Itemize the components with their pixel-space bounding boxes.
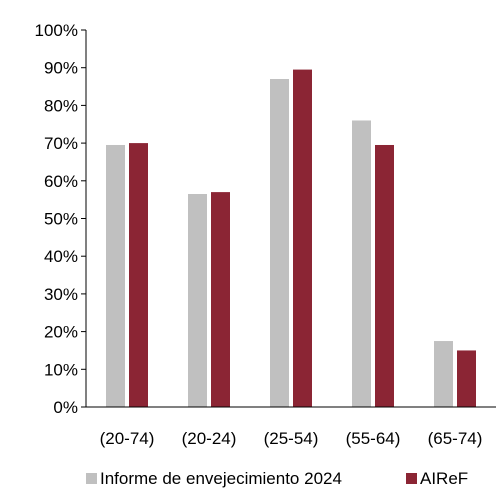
bar-informe [352, 120, 371, 407]
bar-informe [434, 341, 453, 407]
y-tick-label: 10% [44, 360, 78, 379]
x-category-label: (20-74) [100, 429, 155, 448]
y-tick-label: 0% [53, 398, 78, 417]
x-category-label: (25-54) [264, 429, 319, 448]
bar-airef [457, 350, 476, 407]
y-tick-label: 50% [44, 210, 78, 229]
bar-airef [211, 192, 230, 407]
bar-airef [293, 69, 312, 408]
x-category-label: (20-24) [182, 429, 237, 448]
y-tick-label: 20% [44, 323, 78, 342]
x-category-label: (55-64) [346, 429, 401, 448]
x-axis-labels: (20-74) (20-24) (25-54) (55-64) (65-74) [100, 429, 483, 448]
y-tick-label: 80% [44, 96, 78, 115]
legend-swatch [406, 473, 417, 484]
y-tick-label: 60% [44, 172, 78, 191]
bar-informe [270, 79, 289, 407]
bar-airef [129, 143, 148, 407]
x-category-label: (65-74) [428, 429, 483, 448]
y-tick-label: 100% [35, 21, 78, 40]
bar-airef [375, 144, 394, 408]
y-tick-label: 40% [44, 247, 78, 266]
y-tick-label: 70% [44, 134, 78, 153]
y-tick-label: 30% [44, 285, 78, 304]
legend-swatch [86, 473, 97, 484]
y-axis-ticks: 0% 10% 20% 30% 40% 50% 60% 70% 80% 90% 100% [35, 21, 86, 417]
bar-informe [106, 144, 125, 408]
legend-label: Informe de envejecimiento 2024 [100, 469, 342, 488]
bar-informe [188, 193, 207, 407]
legend: Informe de envejecimiento 2024 AIReF [86, 469, 468, 488]
legend-label: AIReF [420, 469, 468, 488]
y-tick-label: 90% [44, 59, 78, 78]
bars [106, 69, 476, 408]
